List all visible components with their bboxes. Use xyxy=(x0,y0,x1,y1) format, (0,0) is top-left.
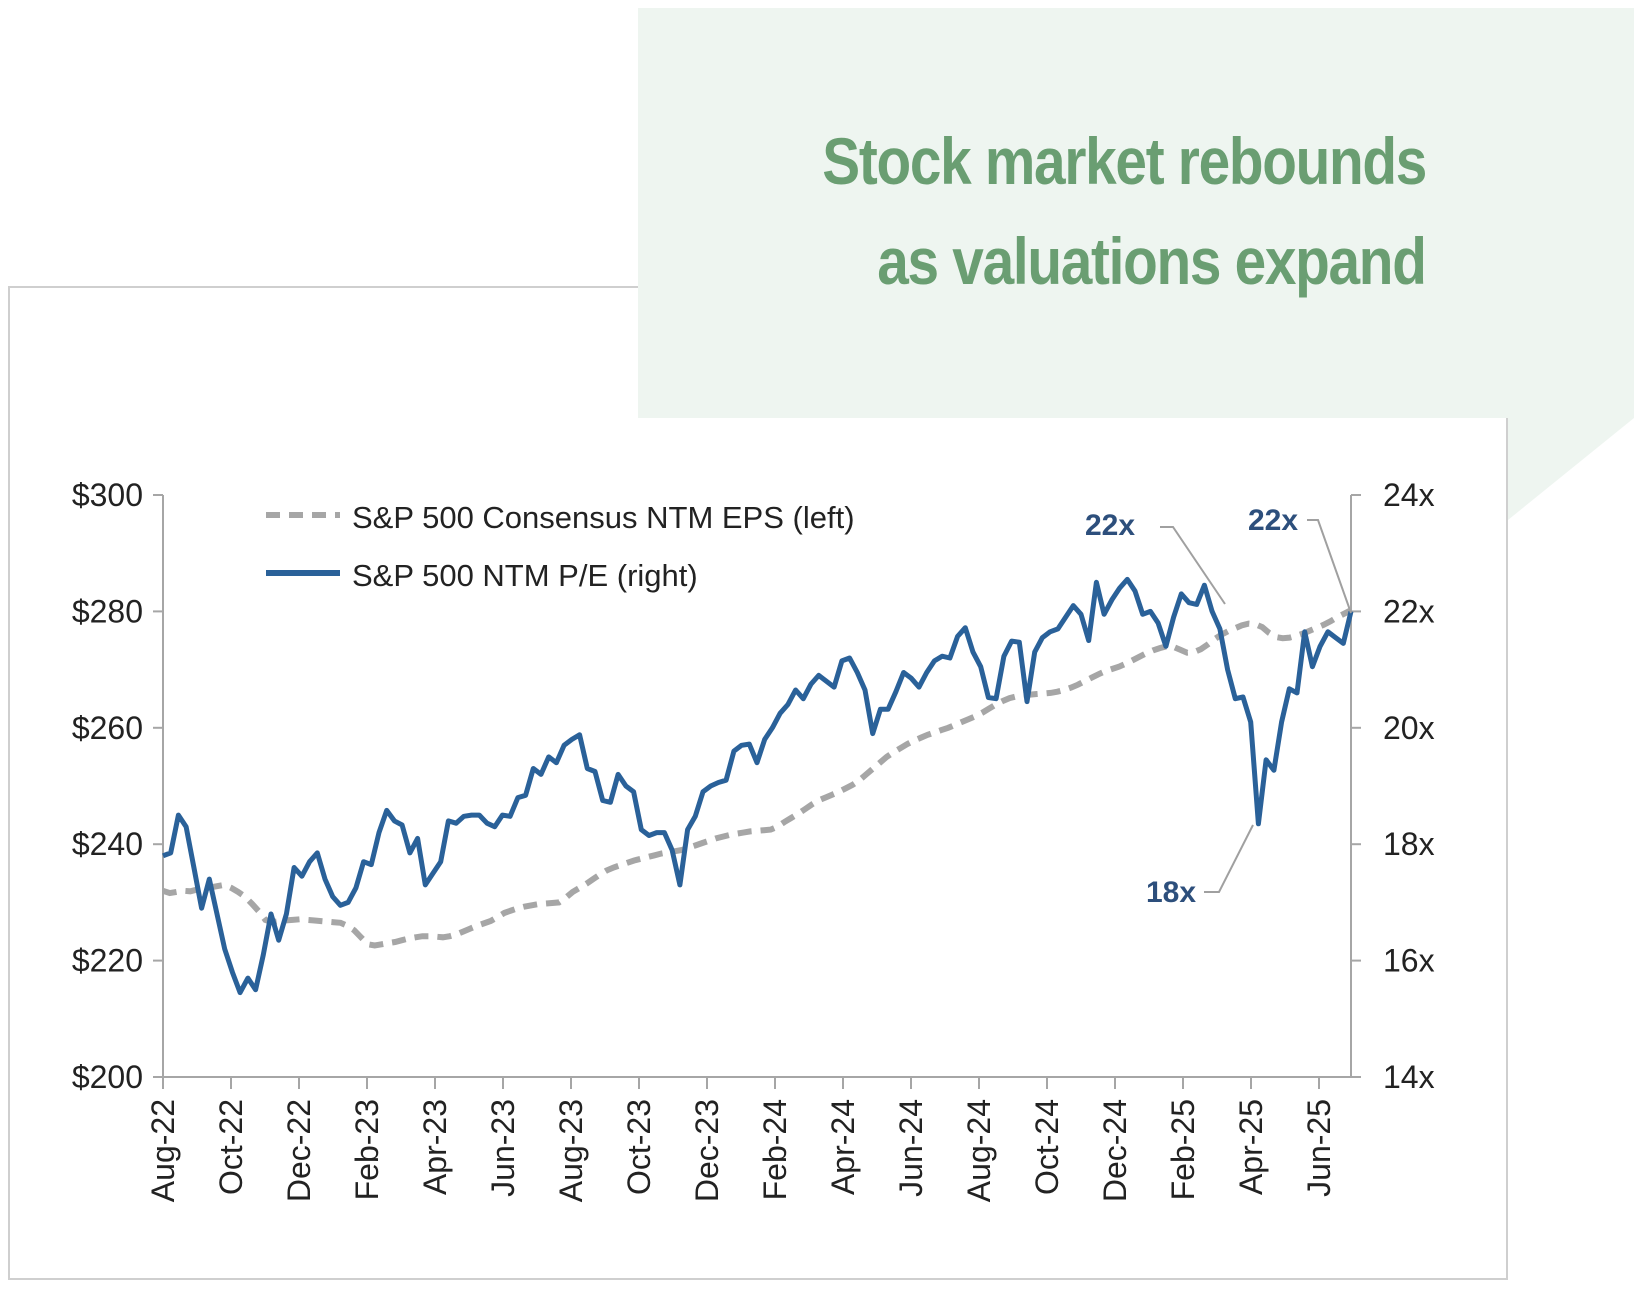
legend-label-pe: S&P 500 NTM P/E (right) xyxy=(352,558,698,593)
x-tick-label: Aug-24 xyxy=(961,1099,997,1202)
left-tick-label: $300 xyxy=(72,477,143,513)
x-tick-label: Feb-24 xyxy=(757,1099,793,1200)
left-tick-label: $200 xyxy=(72,1059,143,1095)
series-pe xyxy=(162,576,1354,996)
chart-title-line-2: as valuations expand xyxy=(877,224,1428,298)
annotation-leader-jul25 xyxy=(1307,519,1352,614)
right-tick-label: 14x xyxy=(1383,1059,1435,1095)
x-tick-label: Dec-22 xyxy=(281,1099,317,1202)
x-tick-label: Jun-24 xyxy=(893,1099,929,1197)
right-tick-label: 24x xyxy=(1383,477,1435,513)
x-tick-label: Apr-23 xyxy=(417,1099,453,1195)
annotation-22x-jul25: 22x xyxy=(1248,504,1298,537)
annotation-22x-dec24: 22x xyxy=(1085,509,1135,542)
left-tick-label: $220 xyxy=(72,943,143,979)
x-tick-label: Oct-24 xyxy=(1029,1099,1065,1195)
right-axis-ticks: 14x 16x 18x 20x 22x 24x xyxy=(1351,477,1435,1095)
x-tick-label: Apr-24 xyxy=(825,1099,861,1195)
title-box: Stock market rebounds as valuations expa… xyxy=(638,8,1634,418)
legend-label-eps: S&P 500 Consensus NTM EPS (left) xyxy=(352,500,855,535)
x-tick-label: Oct-22 xyxy=(213,1099,249,1195)
axes xyxy=(162,495,1352,1078)
eps-line xyxy=(162,607,1353,949)
right-tick-label: 20x xyxy=(1383,710,1435,746)
left-tick-label: $240 xyxy=(72,826,143,862)
right-tick-label: 16x xyxy=(1383,943,1435,979)
left-axis-ticks: $200 $220 $240 $260 $280 $300 xyxy=(72,477,163,1095)
annotations: 22x 22x 18x xyxy=(1085,504,1352,909)
annotation-leader-apr25 xyxy=(1204,824,1254,893)
x-tick-label: Aug-23 xyxy=(553,1099,589,1202)
x-tick-label: Dec-23 xyxy=(689,1099,725,1202)
right-tick-label: 18x xyxy=(1383,826,1435,862)
x-tick-label: Feb-25 xyxy=(1165,1099,1201,1200)
x-tick-label: Dec-24 xyxy=(1097,1099,1133,1202)
annotation-18x-apr25: 18x xyxy=(1146,876,1196,909)
x-tick-label: Apr-25 xyxy=(1233,1099,1269,1195)
series-eps xyxy=(162,607,1353,949)
x-tick-label: Jun-23 xyxy=(485,1099,521,1197)
x-axis-ticks: Aug-22 Oct-22 Dec-22 Feb-23 Apr-23 Jun-23 Aug-… xyxy=(145,1077,1337,1202)
x-tick-label: Jun-25 xyxy=(1301,1099,1337,1197)
x-tick-label: Feb-23 xyxy=(349,1099,385,1200)
annotation-leader-dec24 xyxy=(1160,526,1226,605)
right-tick-label: 22x xyxy=(1383,593,1435,629)
pe-line xyxy=(162,576,1354,996)
left-tick-label: $260 xyxy=(72,710,143,746)
x-tick-label: Aug-22 xyxy=(145,1099,181,1202)
chart-title-line-1: Stock market rebounds xyxy=(822,124,1427,198)
legend: S&P 500 Consensus NTM EPS (left) S&P 500… xyxy=(266,500,855,593)
x-tick-label: Oct-23 xyxy=(621,1099,657,1195)
left-tick-label: $280 xyxy=(72,593,143,629)
